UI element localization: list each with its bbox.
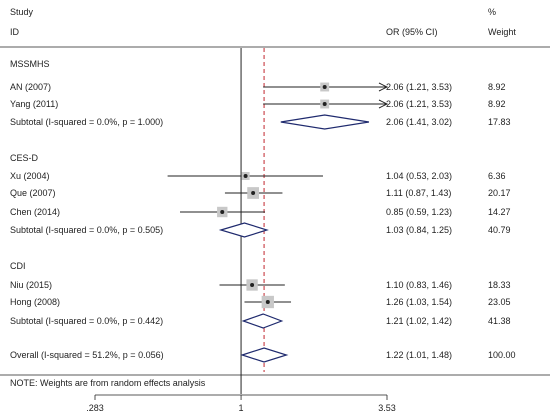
subtotal-estimate: 1.03 (0.84, 1.25) bbox=[386, 225, 452, 235]
weight-text: 8.92 bbox=[488, 99, 506, 109]
header-weight-symbol: % bbox=[488, 7, 496, 17]
point-estimate bbox=[322, 102, 327, 106]
header-estimate: OR (95% CI) bbox=[386, 27, 438, 37]
study-label: Niu (2015) bbox=[10, 280, 52, 290]
x-tick-label: 1 bbox=[239, 403, 244, 413]
x-tick-label: 3.53 bbox=[378, 403, 396, 413]
study-label: Chen (2014) bbox=[10, 207, 60, 217]
overall-diamond bbox=[240, 347, 289, 363]
estimate-text: 0.85 (0.59, 1.23) bbox=[386, 207, 452, 217]
ci-arrow bbox=[378, 99, 389, 109]
subtotal-diamond bbox=[280, 114, 370, 130]
study-label: Hong (2008) bbox=[10, 297, 60, 307]
forest-rows: MSSMHS AN (2007) 2.06 (1.21, 3.53) 8.92 Yang… bbox=[0, 46, 550, 413]
weights-note: NOTE: Weights are from random effects an… bbox=[10, 378, 206, 388]
header-id: ID bbox=[10, 27, 20, 37]
estimate-text: 1.10 (0.83, 1.46) bbox=[386, 280, 452, 290]
group-heading: MSSMHS bbox=[10, 59, 50, 69]
header-study: Study bbox=[10, 7, 34, 17]
subtotal-weight: 17.83 bbox=[488, 117, 511, 127]
estimate-text: 1.04 (0.53, 2.03) bbox=[386, 171, 452, 181]
estimate-text: 1.26 (1.03, 1.54) bbox=[386, 297, 452, 307]
weight-text: 6.36 bbox=[488, 171, 506, 181]
subtotal-label: Subtotal (I-squared = 0.0%, p = 0.442) bbox=[10, 316, 163, 326]
group-heading: CES-D bbox=[10, 153, 39, 163]
subtotal-diamond bbox=[218, 222, 269, 238]
subtotal-weight: 41.38 bbox=[488, 316, 511, 326]
study-label: AN (2007) bbox=[10, 82, 51, 92]
weight-text: 18.33 bbox=[488, 280, 511, 290]
point-estimate bbox=[251, 191, 256, 195]
study-label: Yang (2011) bbox=[10, 99, 58, 109]
weight-text: 20.17 bbox=[488, 188, 511, 198]
overall-estimate: 1.22 (1.01, 1.48) bbox=[386, 350, 452, 360]
point-estimate bbox=[265, 300, 270, 304]
point-estimate bbox=[243, 174, 248, 178]
weight-text: 8.92 bbox=[488, 82, 506, 92]
estimate-text: 1.11 (0.87, 1.43) bbox=[386, 188, 451, 198]
subtotal-estimate: 1.21 (1.02, 1.42) bbox=[386, 316, 452, 326]
subtotal-label: Subtotal (I-squared = 0.0%, p = 1.000) bbox=[10, 117, 163, 127]
estimate-text: 2.06 (1.21, 3.53) bbox=[386, 99, 452, 109]
point-estimate bbox=[250, 283, 255, 287]
group-heading: CDI bbox=[10, 261, 26, 271]
point-estimate bbox=[322, 85, 327, 89]
subtotal-label: Subtotal (I-squared = 0.0%, p = 0.505) bbox=[10, 225, 163, 235]
estimate-text: 2.06 (1.21, 3.53) bbox=[386, 82, 452, 92]
overall-label: Overall (I-squared = 51.2%, p = 0.056) bbox=[10, 350, 164, 360]
x-tick-label: .283 bbox=[86, 403, 104, 413]
header-weight: Weight bbox=[488, 27, 516, 37]
weight-text: 14.27 bbox=[488, 207, 511, 217]
subtotal-diamond bbox=[241, 313, 284, 329]
overall-weight: 100.00 bbox=[488, 350, 516, 360]
point-estimate bbox=[220, 210, 225, 214]
subtotal-estimate: 2.06 (1.41, 3.02) bbox=[386, 117, 452, 127]
weight-text: 23.05 bbox=[488, 297, 511, 307]
ci-arrow bbox=[378, 82, 389, 92]
study-label: Que (2007) bbox=[10, 188, 56, 198]
subtotal-weight: 40.79 bbox=[488, 225, 511, 235]
study-label: Xu (2004) bbox=[10, 171, 50, 181]
